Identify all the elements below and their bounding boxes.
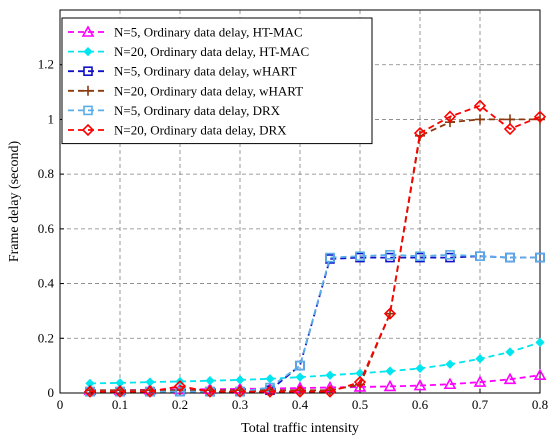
- y-tick-label: 1.2: [38, 57, 54, 72]
- data-point: [83, 385, 97, 398]
- data-point: [233, 385, 247, 398]
- series-line: [90, 253, 540, 393]
- data-point: [323, 385, 337, 398]
- data-point: [325, 370, 335, 380]
- data-point: [503, 122, 517, 136]
- x-tick-label: 0: [57, 397, 64, 412]
- data-point: [353, 375, 367, 389]
- x-tick-label: 0.7: [472, 397, 489, 412]
- data-point: [205, 376, 215, 386]
- data-point: [443, 377, 457, 390]
- legend-marker: [81, 123, 95, 137]
- series-line: [90, 104, 541, 393]
- series-line: [90, 374, 541, 392]
- legend-marker: [83, 66, 93, 76]
- legend-marker: [83, 105, 93, 116]
- data-point: [383, 307, 397, 320]
- x-tick-label: 0.8: [532, 397, 548, 412]
- y-axis-label: Frame delay (second): [7, 141, 22, 263]
- data-point: [503, 372, 517, 385]
- x-tick-label: 0.6: [412, 397, 429, 412]
- data-point: [445, 250, 455, 260]
- x-axis-label: Total traffic intensity: [241, 421, 359, 436]
- legend-marker: [83, 46, 93, 57]
- legend-label: N=5, Ordinary data delay, HT-MAC: [114, 25, 303, 40]
- series-layer: [83, 99, 547, 398]
- y-tick-label: 0.4: [38, 276, 55, 291]
- data-point: [293, 385, 307, 398]
- legend: N=5, Ordinary data delay, HT-MAC N=20, Or…: [61, 17, 373, 145]
- data-point: [173, 380, 187, 393]
- data-point: [443, 110, 457, 123]
- legend-item: N=20, Ordinary data delay, HT-MAC: [68, 44, 309, 59]
- legend-box: [61, 17, 373, 145]
- series-5: [83, 99, 547, 398]
- x-tick-label: 0.1: [112, 397, 128, 412]
- data-point: [535, 337, 545, 348]
- data-point: [203, 385, 217, 398]
- legend-label: N=20, Ordinary data delay, DRX: [114, 123, 287, 138]
- data-point: [385, 250, 395, 260]
- y-tick-label: 1: [48, 111, 55, 126]
- x-tick-label: 0.2: [172, 397, 188, 412]
- series-4: [85, 250, 545, 397]
- data-point: [473, 375, 487, 387]
- data-point: [415, 251, 425, 262]
- series-2: [85, 251, 545, 397]
- y-tick-label: 0.6: [38, 221, 55, 236]
- y-tick-label: 0.8: [38, 166, 54, 181]
- data-point: [413, 378, 427, 391]
- legend-label: N=20, Ordinary data delay, wHART: [114, 83, 303, 98]
- data-point: [353, 380, 367, 392]
- x-tick-label: 0.4: [292, 397, 309, 412]
- series-line: [90, 118, 540, 392]
- data-point: [385, 366, 395, 376]
- legend-item: N=5, Ordinary data delay, DRX: [68, 103, 281, 118]
- axis-ticks: 0 0.1 0.2 0.3 0.4 0.5 0.6 0.7 0.8 0 0.2 0.4 0.6 0.8 1 1…: [38, 57, 548, 412]
- series-line: [89, 341, 541, 385]
- data-point: [265, 374, 275, 384]
- data-point: [145, 377, 155, 387]
- data-point: [235, 375, 245, 385]
- data-point: [475, 114, 485, 125]
- x-tick-label: 0.5: [352, 397, 368, 412]
- legend-marker: [81, 25, 95, 37]
- legend-item: N=5, Ordinary data delay, wHART: [68, 64, 297, 79]
- data-point: [143, 385, 157, 398]
- data-point: [113, 385, 127, 398]
- legend-item: N=20, Ordinary data delay, DRX: [68, 123, 287, 138]
- data-point: [475, 251, 485, 262]
- data-point: [475, 354, 485, 364]
- data-point: [505, 114, 515, 125]
- x-tick-label: 0.3: [232, 397, 248, 412]
- data-point: [473, 99, 487, 112]
- data-point: [535, 252, 545, 263]
- y-tick-label: 0.2: [38, 330, 54, 345]
- data-point: [413, 126, 427, 140]
- data-point: [295, 372, 305, 382]
- legend-label: N=5, Ordinary data delay, wHART: [114, 64, 297, 79]
- legend-item: N=5, Ordinary data delay, HT-MAC: [68, 25, 303, 40]
- data-point: [355, 251, 365, 262]
- data-point: [505, 347, 515, 357]
- y-tick-label: 0: [48, 385, 55, 400]
- data-point: [355, 368, 365, 378]
- legend-marker: [83, 85, 93, 96]
- data-point: [263, 385, 277, 398]
- data-point: [383, 379, 397, 392]
- data-point: [505, 252, 515, 263]
- legend-item: N=20, Ordinary data delay, wHART: [68, 83, 303, 98]
- data-point: [295, 360, 305, 371]
- data-point: [445, 359, 455, 369]
- legend-label: N=5, Ordinary data delay, DRX: [114, 103, 281, 118]
- series-line: [90, 255, 540, 393]
- data-point: [325, 252, 335, 263]
- data-point: [533, 368, 547, 381]
- data-point: [175, 386, 185, 397]
- series-1: [85, 337, 545, 389]
- data-point: [415, 363, 425, 374]
- data-point: [533, 110, 547, 123]
- legend-label: N=20, Ordinary data delay, HT-MAC: [114, 44, 309, 59]
